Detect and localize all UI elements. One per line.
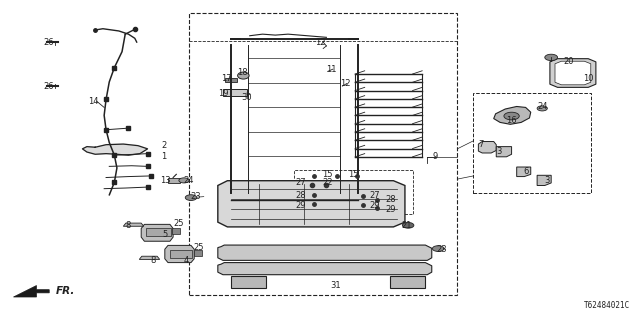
Text: 28: 28 bbox=[296, 191, 306, 200]
Bar bbox=[173, 228, 180, 234]
Text: 7: 7 bbox=[478, 140, 484, 149]
Text: 24: 24 bbox=[537, 102, 547, 111]
Text: 2: 2 bbox=[161, 141, 166, 150]
Polygon shape bbox=[165, 245, 194, 263]
Text: 24: 24 bbox=[184, 176, 195, 185]
Polygon shape bbox=[493, 107, 531, 124]
Polygon shape bbox=[230, 276, 266, 288]
Text: 1: 1 bbox=[161, 152, 166, 161]
Bar bbox=[225, 78, 237, 82]
Polygon shape bbox=[83, 144, 148, 155]
Polygon shape bbox=[390, 276, 426, 288]
Text: 17: 17 bbox=[221, 74, 232, 83]
Text: 8: 8 bbox=[125, 221, 131, 230]
Text: 20: 20 bbox=[564, 57, 574, 66]
Text: 18: 18 bbox=[237, 68, 248, 77]
Circle shape bbox=[403, 222, 414, 228]
Text: 26: 26 bbox=[44, 82, 54, 91]
Text: 25: 25 bbox=[173, 219, 184, 228]
Bar bbox=[147, 228, 171, 236]
Text: 23: 23 bbox=[190, 192, 201, 201]
Text: 25: 25 bbox=[193, 243, 204, 252]
Circle shape bbox=[545, 54, 557, 60]
Text: 6: 6 bbox=[523, 167, 529, 176]
Text: 29: 29 bbox=[369, 201, 380, 210]
Polygon shape bbox=[13, 285, 49, 297]
Text: 8: 8 bbox=[150, 256, 156, 265]
Text: 16: 16 bbox=[506, 116, 517, 125]
Text: 12: 12 bbox=[315, 38, 325, 47]
Text: 22: 22 bbox=[323, 179, 333, 188]
Text: 27: 27 bbox=[369, 191, 380, 200]
Circle shape bbox=[537, 106, 547, 111]
Text: 29: 29 bbox=[296, 201, 306, 210]
Text: 5: 5 bbox=[163, 230, 168, 239]
Bar bbox=[223, 89, 247, 96]
Polygon shape bbox=[141, 224, 173, 241]
Text: 3: 3 bbox=[496, 147, 502, 156]
Text: 11: 11 bbox=[326, 65, 336, 74]
Bar bbox=[189, 13, 458, 295]
Polygon shape bbox=[218, 245, 432, 260]
Text: T62484021C: T62484021C bbox=[584, 301, 630, 310]
Text: 13: 13 bbox=[160, 176, 171, 185]
Text: 27: 27 bbox=[296, 179, 306, 188]
Polygon shape bbox=[218, 263, 432, 275]
Circle shape bbox=[504, 112, 519, 120]
Text: 15: 15 bbox=[323, 170, 333, 179]
Polygon shape bbox=[168, 178, 179, 183]
Text: 15: 15 bbox=[348, 170, 358, 179]
Circle shape bbox=[433, 246, 444, 252]
Polygon shape bbox=[537, 175, 551, 186]
Polygon shape bbox=[496, 147, 511, 157]
Text: 4: 4 bbox=[183, 256, 189, 265]
Circle shape bbox=[185, 195, 196, 200]
Text: 14: 14 bbox=[88, 97, 99, 106]
Text: 26: 26 bbox=[44, 38, 54, 47]
Text: 12: 12 bbox=[340, 79, 351, 88]
Text: 31: 31 bbox=[331, 281, 341, 290]
Bar bbox=[294, 170, 413, 214]
Circle shape bbox=[179, 178, 189, 183]
Polygon shape bbox=[478, 141, 496, 153]
Text: 23: 23 bbox=[436, 245, 447, 254]
Bar bbox=[194, 250, 202, 256]
Text: FR.: FR. bbox=[56, 286, 75, 296]
Text: 30: 30 bbox=[241, 93, 252, 102]
Polygon shape bbox=[218, 181, 405, 227]
Text: 19: 19 bbox=[218, 89, 228, 98]
Text: 3: 3 bbox=[544, 176, 549, 185]
Polygon shape bbox=[555, 61, 591, 85]
Text: 29: 29 bbox=[385, 205, 396, 214]
Ellipse shape bbox=[237, 72, 249, 79]
Text: 9: 9 bbox=[433, 152, 438, 161]
Polygon shape bbox=[516, 167, 531, 177]
Bar bbox=[170, 250, 191, 258]
Text: 21: 21 bbox=[401, 221, 412, 230]
Bar bbox=[473, 93, 591, 194]
Text: 10: 10 bbox=[583, 74, 593, 83]
Polygon shape bbox=[140, 256, 160, 260]
Polygon shape bbox=[124, 223, 144, 226]
Text: 28: 28 bbox=[385, 195, 396, 204]
Polygon shape bbox=[550, 59, 596, 87]
